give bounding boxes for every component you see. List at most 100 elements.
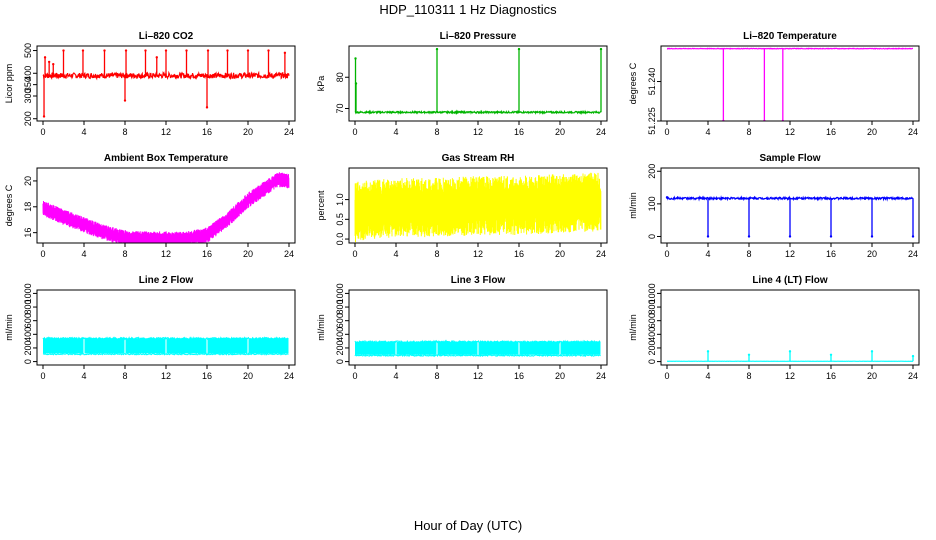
spike-point	[283, 51, 287, 55]
x-tick-label: 0	[352, 249, 357, 259]
spike-point	[911, 354, 915, 358]
x-tick-label: 0	[40, 127, 45, 137]
x-tick-label: 8	[122, 127, 127, 137]
x-tick-label: 8	[746, 127, 751, 137]
flow-band-segment	[560, 341, 601, 355]
y-tick-label: 20	[23, 176, 33, 186]
x-tick-label: 20	[243, 371, 253, 381]
spike-point	[870, 350, 874, 353]
x-tick-label: 24	[596, 249, 606, 259]
y-tick-label: 1.0	[335, 193, 345, 206]
y-axis-label: kPa	[316, 76, 326, 92]
y-tick-label: 0	[335, 359, 345, 364]
flow-band-segment	[437, 341, 478, 355]
spike-point	[81, 49, 85, 52]
spike-point	[870, 235, 874, 238]
spike-point	[354, 82, 358, 85]
spike-point	[354, 57, 357, 60]
spike-point	[788, 350, 792, 353]
y-tick-label: 0	[647, 359, 657, 364]
plot-title: Li–820 CO2	[139, 31, 194, 42]
spike-point	[47, 60, 51, 64]
x-tick-label: 4	[705, 127, 710, 137]
spike-point	[517, 47, 521, 51]
x-tick-label: 24	[596, 371, 606, 381]
series-boxtemp	[42, 172, 290, 243]
x-tick-label: 12	[785, 127, 795, 137]
y-tick-label: 1000	[335, 283, 345, 303]
flow-band-segment	[248, 338, 289, 354]
x-tick-label: 16	[202, 127, 212, 137]
spike-point	[267, 49, 270, 52]
plot-title: Sample Flow	[759, 153, 820, 164]
y-tick-label: 0.0	[335, 233, 345, 246]
x-tick-label: 16	[826, 371, 836, 381]
y-tick-label: 400	[23, 327, 33, 342]
x-tick-label: 12	[785, 371, 795, 381]
x-tick-label: 24	[284, 249, 294, 259]
flow-band-top	[42, 336, 289, 341]
plot-boxtemp: 0 4 8 12 16 20 24 16 18 20 Ambient Box Temperature…	[4, 153, 296, 259]
plot-title: Li–820 Temperature	[743, 31, 837, 42]
flow-band-segment	[396, 341, 437, 355]
x-tick-label: 16	[202, 249, 212, 259]
x-tick-label: 8	[122, 249, 127, 259]
x-tick-label: 16	[826, 127, 836, 137]
x-tick-label: 20	[867, 127, 877, 137]
spike-point	[43, 56, 47, 59]
x-tick-label: 0	[40, 249, 45, 259]
y-tick-label: 0	[647, 234, 657, 239]
x-tick-label: 0	[664, 127, 669, 137]
x-tick-label: 24	[908, 127, 918, 137]
plot-title: Line 4 (LT) Flow	[752, 275, 828, 286]
x-tick-label: 12	[161, 127, 171, 137]
plot-sampleflow: 0 4 8 12 16 20 24 0 100 200 Sample Flow ml/min	[628, 153, 920, 259]
plot-temperature: 0 4 8 12 16 20 24 51.225 51.240 Li–820 Temperatur…	[628, 31, 920, 137]
x-tick-label: 8	[434, 371, 439, 381]
y-tick-label: 70	[335, 103, 345, 113]
x-tick-label: 12	[473, 249, 483, 259]
figure-title: HDP_110311 1 Hz Diagnostics	[379, 2, 557, 17]
baseline-trace	[354, 109, 602, 116]
x-tick-label: 4	[705, 371, 710, 381]
spike-point	[747, 353, 751, 356]
spike-point	[42, 115, 46, 118]
y-tick-label: 0	[23, 359, 33, 364]
x-tick-label: 8	[434, 249, 439, 259]
spike-point	[829, 353, 833, 356]
x-tick-label: 20	[555, 249, 565, 259]
x-tick-label: 4	[393, 371, 398, 381]
spike-point	[164, 49, 168, 52]
flow-band-segment	[519, 341, 560, 355]
y-axis-label: Licor ppm	[4, 64, 14, 104]
spike-point	[435, 47, 439, 51]
flow-band-top	[354, 339, 601, 345]
y-axis-label: ml/min	[628, 314, 638, 341]
spike-point	[706, 350, 710, 353]
x-tick-label: 12	[473, 127, 483, 137]
flow-band-segment	[125, 338, 166, 354]
flow-band-segment	[207, 338, 248, 354]
spike-point	[829, 235, 833, 238]
x-tick-label: 12	[161, 371, 171, 381]
x-tick-label: 4	[81, 249, 86, 259]
flow-band-bottom	[354, 353, 601, 358]
y-tick-label: 16	[23, 228, 33, 238]
x-tick-label: 0	[40, 371, 45, 381]
y-tick-label: 400	[23, 66, 33, 81]
x-tick-label: 0	[664, 371, 669, 381]
flow-band-segment	[84, 338, 125, 354]
y-tick-label: 800	[23, 300, 33, 315]
y-tick-label: 200	[647, 340, 657, 355]
x-tick-label: 0	[664, 249, 669, 259]
spike-point	[185, 49, 188, 52]
x-tick-label: 4	[393, 249, 398, 259]
noisy-band-line	[354, 172, 602, 241]
y-tick-label: 800	[335, 300, 345, 315]
y-tick-label: 300	[23, 88, 33, 103]
plot-pressure: 0 4 8 12 16 20 24 70 80 Li–820 Pressure kPa	[316, 31, 608, 137]
